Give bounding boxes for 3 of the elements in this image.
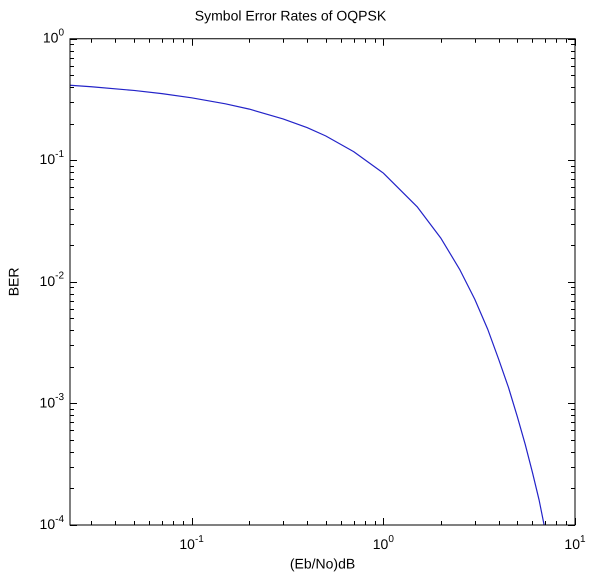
y-axis-title: BER [5,268,22,296]
x-axis-title: (Eb/No)dB [290,555,356,572]
chart-title: Symbol Error Rates of OQPSK [194,7,387,24]
